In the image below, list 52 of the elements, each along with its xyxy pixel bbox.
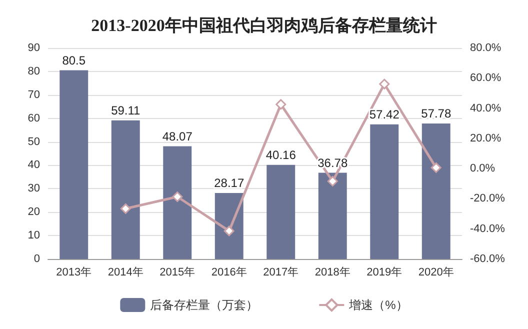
y2-tick-label: 80.0% (470, 42, 502, 54)
bar (422, 124, 450, 259)
bar (318, 172, 347, 259)
x-tick-label: 2016年 (211, 266, 247, 278)
point (120, 203, 131, 214)
y-tick-label: 10 (28, 230, 40, 242)
bar (163, 146, 192, 259)
x-tick-label: 2019年 (366, 266, 402, 278)
x-tick-label: 2017年 (263, 266, 299, 278)
bar (60, 70, 88, 259)
point (224, 226, 234, 236)
data-label: 80.5 (62, 53, 86, 68)
y-tick-label: 70 (28, 88, 40, 101)
point (276, 99, 286, 110)
bar (111, 120, 140, 259)
bar (214, 192, 244, 259)
y-tick-label: 50 (28, 136, 40, 148)
y-tick-label: 80 (28, 65, 40, 78)
x-tick-label: 2020年 (418, 266, 454, 278)
y2-tick-label: -40.0% (470, 222, 506, 235)
data-label: 57.78 (421, 106, 452, 121)
bar (370, 124, 399, 259)
y-tick-label: 40 (28, 159, 40, 172)
legend-label: 增速（%） (348, 298, 408, 312)
y-tick-label: 30 (28, 182, 40, 195)
x-tick-label: 2014年 (108, 266, 144, 278)
chart-title: 2013-2020年中国祖代白羽肉鸡后备存栏量统计 (91, 16, 437, 35)
y2-tick-label: 40.0% (470, 102, 502, 114)
y2-tick-label: -60.0% (470, 253, 506, 265)
x-tick-label: 2015年 (160, 266, 196, 278)
data-label: 57.42 (369, 107, 400, 122)
data-label: 36.78 (318, 156, 348, 170)
data-label: 59.11 (111, 103, 141, 118)
point (327, 176, 338, 186)
y-tick-label: 20 (28, 206, 40, 218)
data-label: 48.07 (162, 129, 193, 144)
legend-label: 后备存栏量（万套） (150, 298, 258, 312)
data-label: 28.17 (214, 176, 244, 190)
y-tick-label: 90 (28, 42, 40, 54)
y-tick-label: 0 (34, 253, 40, 265)
y2-tick-label: 0.0% (470, 162, 496, 175)
point (172, 192, 183, 202)
point (430, 162, 442, 173)
bar (266, 164, 296, 259)
point (379, 78, 390, 90)
x-tick-label: 2018年 (314, 266, 350, 278)
y2-tick-label: 20.0% (470, 132, 502, 144)
data-label: 40.16 (266, 148, 296, 162)
y2-tick-label: 60.0% (470, 72, 502, 84)
y-tick-label: 60 (28, 112, 40, 124)
y2-tick-label: -20.0% (470, 192, 506, 205)
x-tick-label: 2013年 (56, 266, 92, 278)
